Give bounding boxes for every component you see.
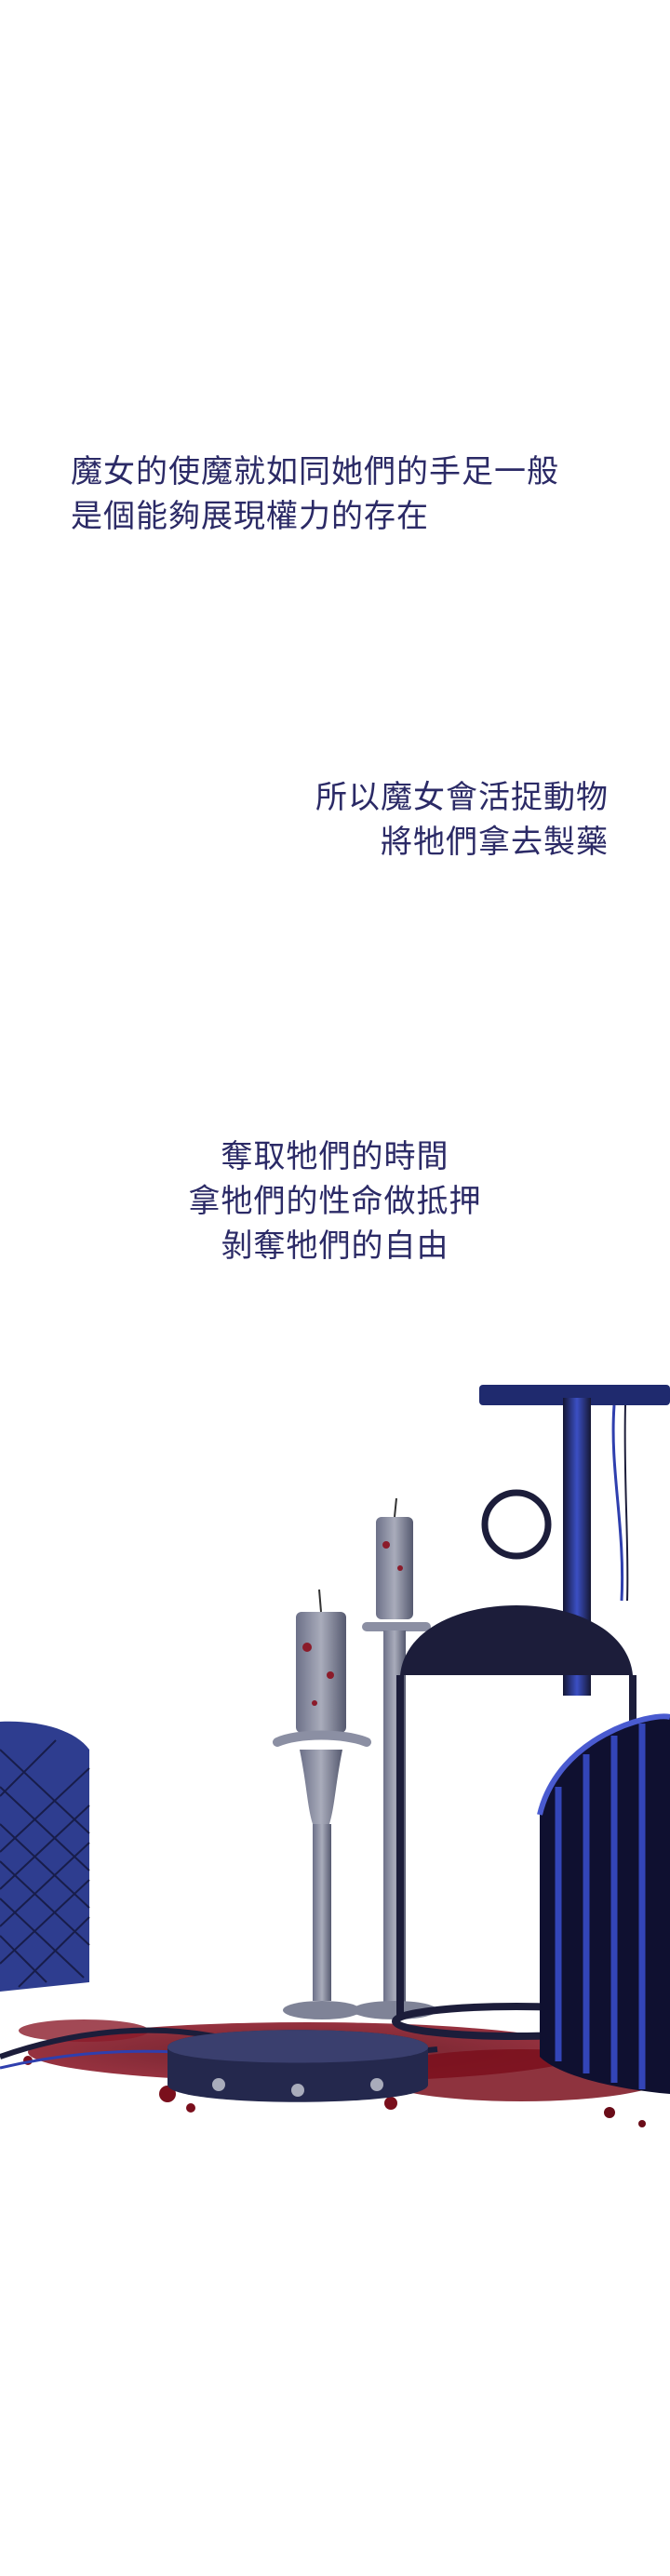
narration-caption-1: 魔女的使魔就如同她們的手足一般 是個能夠展現權力的存在 [71,449,559,539]
candle-icon [352,1497,437,2019]
narration-caption-2: 所以魔女會活捉動物 將牠們拿去製藥 [315,775,609,865]
narration-caption-3: 奪取牠們的時間 拿牠們的性命做抵押 剝奪牠們的自由 [0,1134,670,1268]
witch-tools-illustration [0,1385,670,2127]
candle-icon [273,1589,371,2019]
caption-line: 所以魔女會活捉動物 [315,779,609,816]
caption-line: 剝奪牠們的自由 [221,1228,449,1265]
mesh-basket-icon [0,1721,90,1992]
caption-line: 奪取牠們的時間 [221,1138,449,1175]
caption-line: 魔女的使魔就如同她們的手足一般 [71,453,559,490]
caption-line: 拿牠們的性命做抵押 [188,1183,482,1220]
caption-line: 將牠們拿去製藥 [381,824,609,861]
caption-line: 是個能夠展現權力的存在 [71,498,429,535]
collar-icon [168,2030,428,2102]
barrel-cage-icon [537,1713,670,2094]
